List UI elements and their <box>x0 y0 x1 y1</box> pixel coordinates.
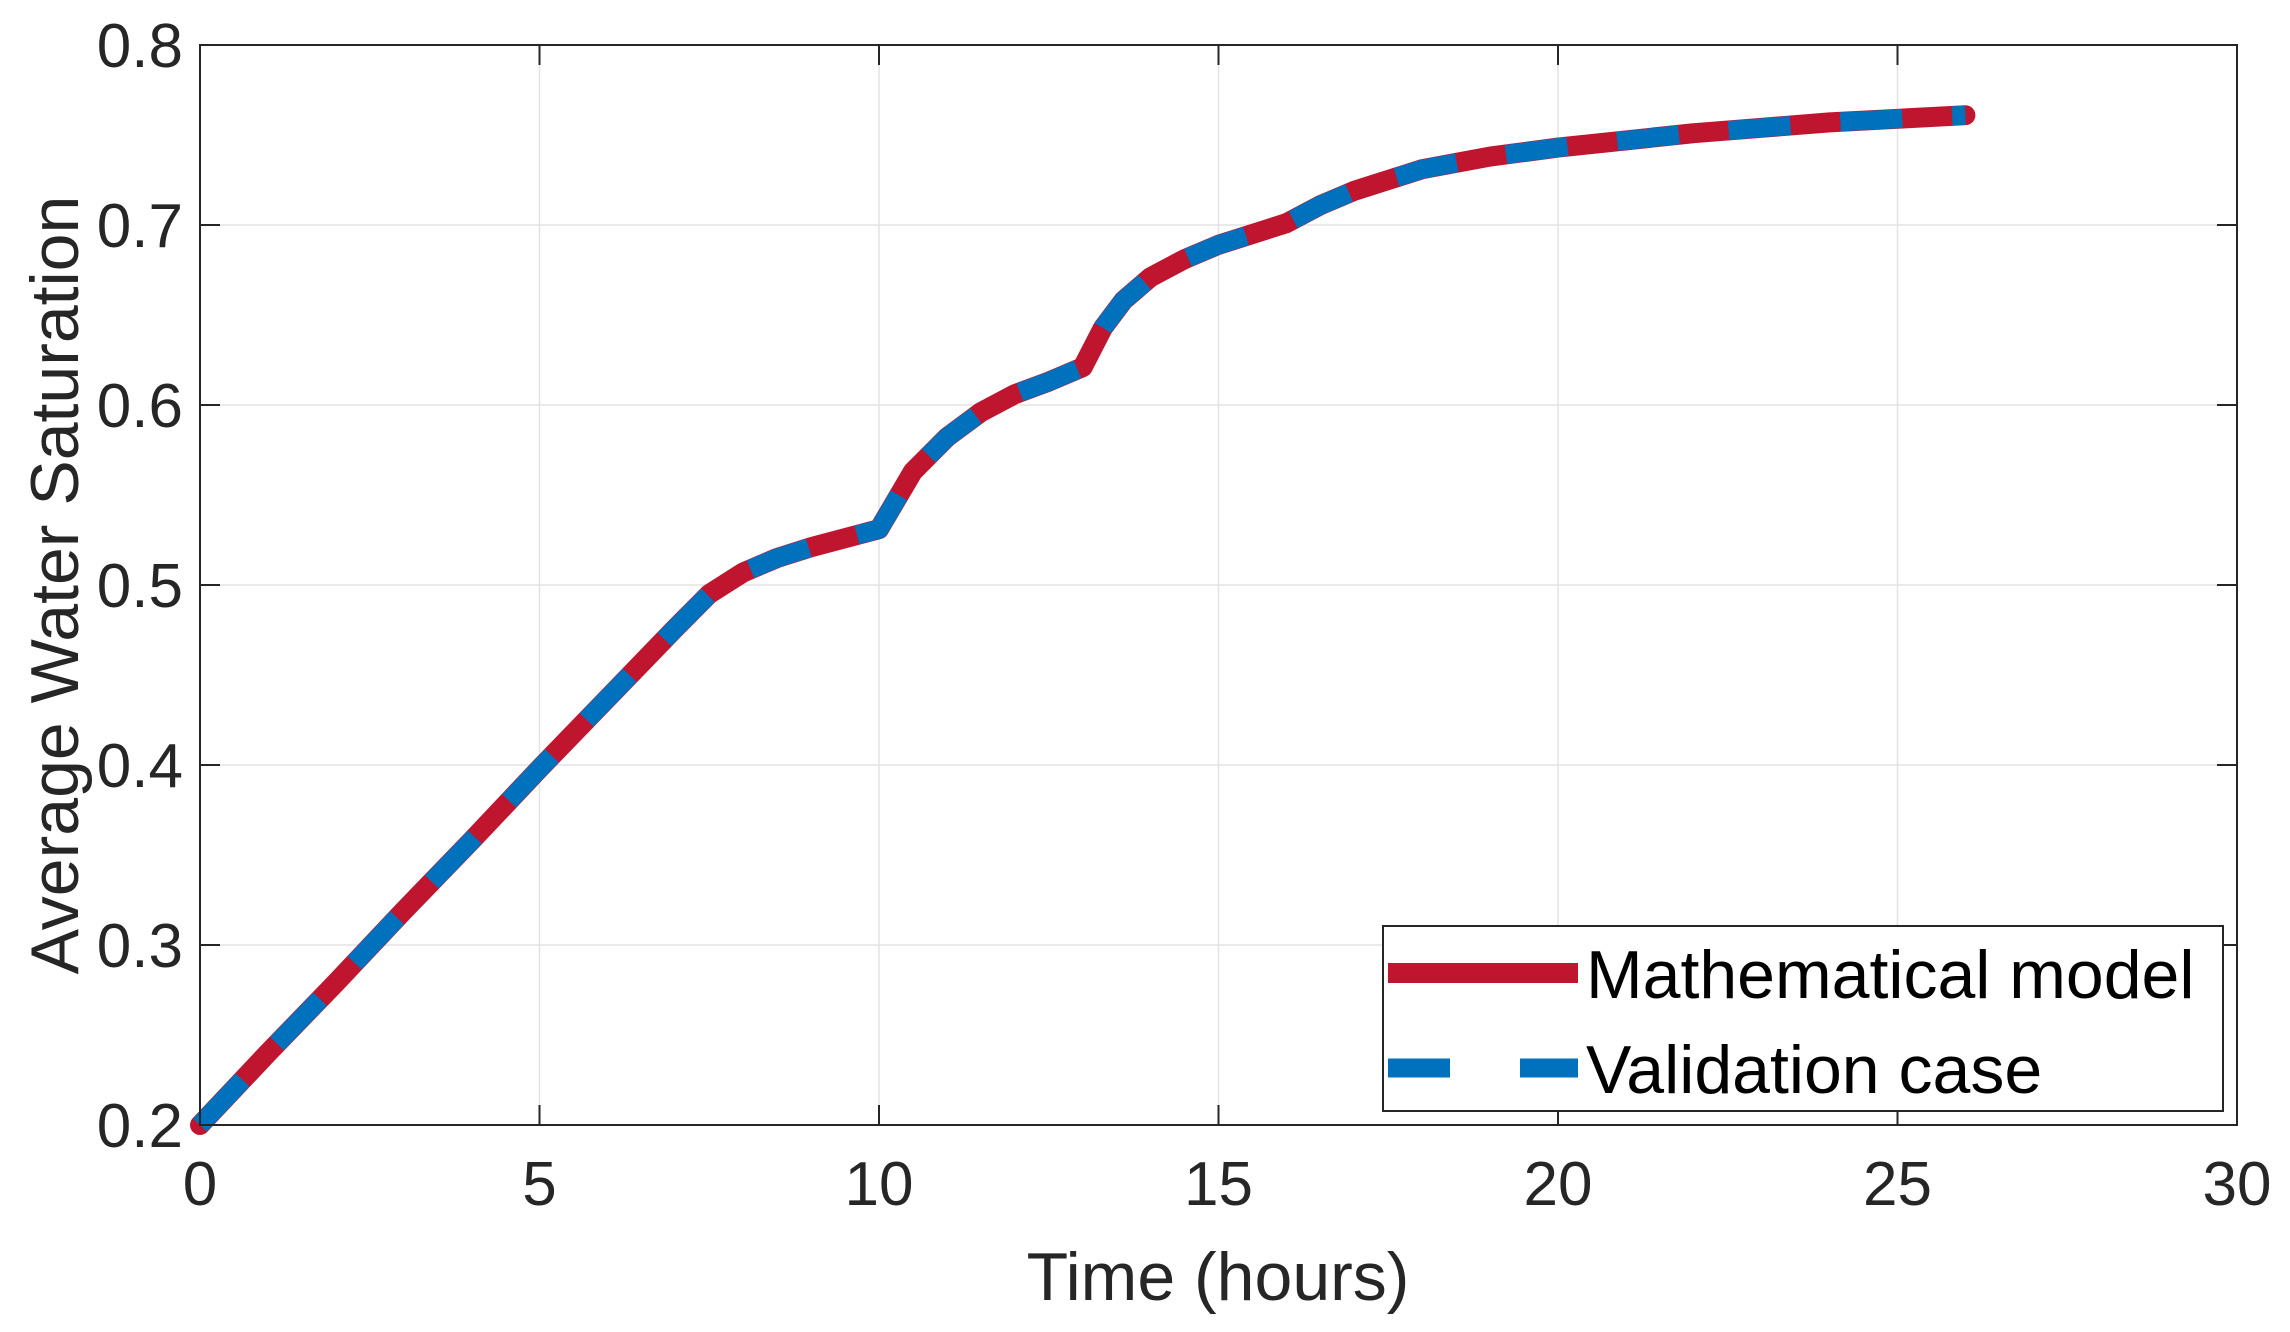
x-tick-labels: 0 5 10 15 20 25 30 <box>183 1150 2272 1219</box>
x-tick-label: 0 <box>183 1150 217 1219</box>
y-axis-label: Average Water Saturation <box>17 196 93 975</box>
legend-box <box>1382 925 2224 1112</box>
x-tick-label: 10 <box>845 1150 914 1219</box>
y-tick-labels: 0.2 0.3 0.4 0.5 0.6 0.7 0.8 <box>97 12 183 1161</box>
legend-label-validation-case: Validation case <box>1586 1032 2042 1108</box>
x-axis-label: Time (hours) <box>1027 1239 1410 1315</box>
y-tick-label: 0.4 <box>97 732 183 801</box>
y-tick-label: 0.5 <box>97 552 183 621</box>
y-tick-label: 0.8 <box>97 12 183 81</box>
x-tick-label: 25 <box>1863 1150 1932 1219</box>
y-tick-label: 0.2 <box>97 1092 183 1161</box>
y-tick-label: 0.3 <box>97 912 183 981</box>
x-tick-label: 5 <box>522 1150 556 1219</box>
x-tick-label: 15 <box>1184 1150 1253 1219</box>
y-tick-label: 0.6 <box>97 372 183 441</box>
legend-label-mathematical-model: Mathematical model <box>1586 937 2194 1013</box>
y-tick-label: 0.7 <box>97 192 183 261</box>
x-tick-label: 20 <box>1524 1150 1593 1219</box>
series-line-validation-case <box>193 105 1966 1132</box>
series-layer <box>190 105 1976 1135</box>
x-tick-label: 30 <box>2203 1150 2272 1219</box>
legend: Mathematical model Validation case <box>1382 925 2224 1112</box>
